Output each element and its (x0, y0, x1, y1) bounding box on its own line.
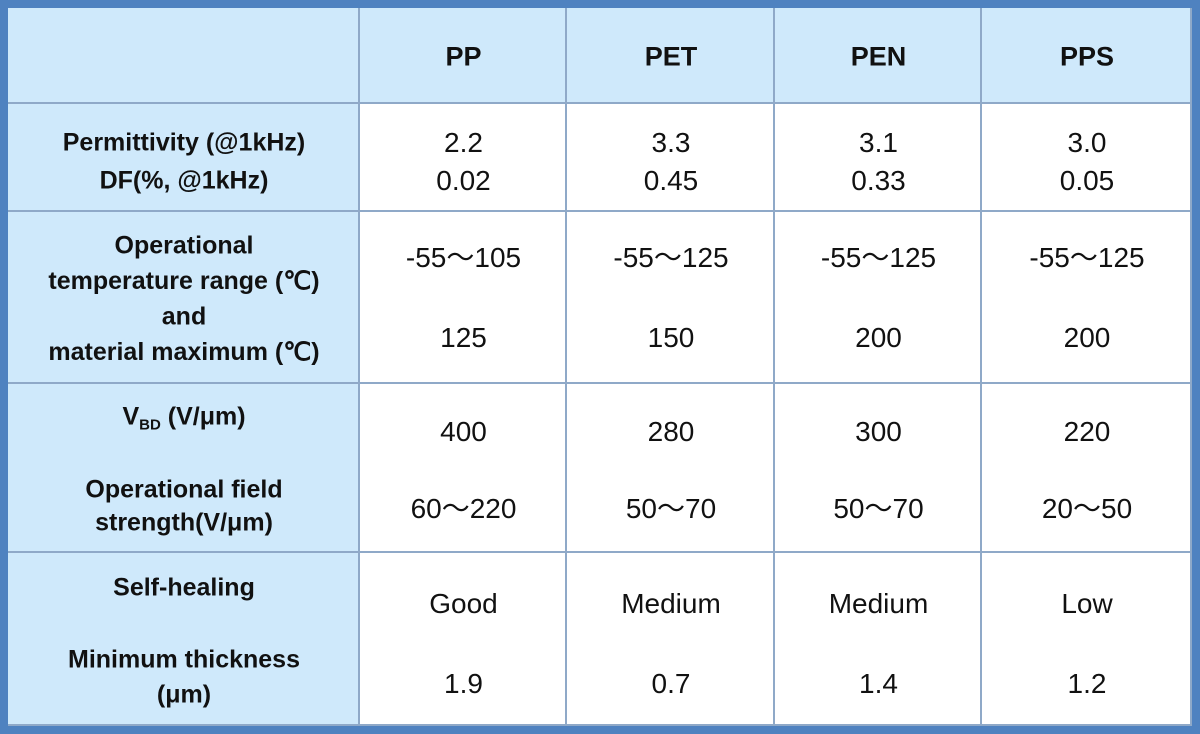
cell-value: -55～125 (613, 242, 729, 273)
cell-value: 1.2 (1067, 668, 1107, 699)
cell-value: Good (429, 588, 498, 619)
label-part: (V/μm) (160, 402, 246, 431)
cell-value: 50～70 (625, 493, 717, 524)
column-header: PPS (1059, 41, 1115, 72)
table-cell (360, 384, 567, 553)
table-cell (567, 212, 775, 384)
cell-value: 300 (855, 416, 902, 447)
table-cell (982, 553, 1192, 726)
cell-value: 1.4 (859, 668, 898, 699)
row-label: VBD (V/μm) (122, 403, 245, 434)
column-header: PEN (850, 41, 907, 72)
cell-value: 0.02 (436, 165, 491, 196)
cell-value: 0.33 (851, 165, 906, 196)
cell-value: Medium (621, 588, 721, 619)
cell-value: Low (1061, 588, 1113, 619)
column-header: PET (644, 41, 698, 72)
row-label: Permittivity (@1kHz) (62, 128, 306, 157)
table-cell (775, 212, 982, 384)
table-cell (8, 104, 360, 212)
table-cell (8, 384, 360, 553)
cell-value: 200 (1063, 322, 1111, 353)
row-label: material maximum (℃) (48, 338, 320, 366)
table-cell (982, 212, 1192, 384)
cell-value: -55～125 (1029, 242, 1145, 273)
cell-value: 200 (855, 322, 902, 353)
cell-value: 50～70 (833, 493, 924, 524)
cell-value: -55～125 (820, 242, 937, 273)
row-label: Operational field (85, 475, 283, 504)
table-cell (360, 553, 567, 726)
table-cell (567, 104, 775, 212)
table-cell (360, 104, 567, 212)
table-cell (567, 553, 775, 726)
table-cell (360, 8, 567, 104)
table-cell (982, 8, 1192, 104)
table-cell (8, 553, 360, 726)
label-part: V (122, 402, 140, 431)
row-label: temperature range (℃) (48, 267, 320, 295)
table-cell (567, 8, 775, 104)
cell-value: 3.1 (859, 127, 898, 158)
row-label: Self-healing (113, 573, 255, 602)
row-label: strength(V/μm) (95, 508, 273, 537)
table-cell (8, 8, 360, 104)
cell-value: 3.3 (651, 127, 691, 158)
cell-value: 400 (440, 416, 487, 447)
table-cell (360, 212, 567, 384)
table-cell (982, 104, 1192, 212)
cell-value: 3.0 (1067, 127, 1107, 158)
cell-value: 2.2 (444, 127, 483, 158)
row-label: (μm) (156, 680, 212, 709)
cell-value: 150 (647, 322, 695, 353)
table-cell (982, 384, 1192, 553)
cell-value: 1.9 (444, 668, 483, 699)
row-label: DF(%, @1kHz) (99, 166, 269, 195)
label-subscript: BD (139, 416, 161, 434)
cell-value: 280 (647, 416, 695, 447)
cell-value: -55～105 (405, 242, 522, 273)
table-cell (8, 212, 360, 384)
row-label: Operational (114, 231, 254, 260)
table-cell (775, 104, 982, 212)
cell-value: 0.45 (643, 165, 699, 196)
table-cell (567, 384, 775, 553)
table-cell (775, 553, 982, 726)
column-header: PP (445, 41, 482, 72)
cell-value: 125 (440, 322, 487, 353)
cell-value: 60～220 (410, 493, 517, 524)
table-cell (775, 8, 982, 104)
row-label: and (161, 302, 207, 331)
row-label: Minimum thickness (68, 645, 300, 674)
cell-value: Medium (828, 588, 929, 619)
cell-value: 0.05 (1059, 165, 1115, 196)
cell-value: 220 (1063, 416, 1111, 447)
cell-value: 20～50 (1041, 493, 1133, 524)
cell-value: 0.7 (651, 668, 691, 699)
table-cell (775, 384, 982, 553)
